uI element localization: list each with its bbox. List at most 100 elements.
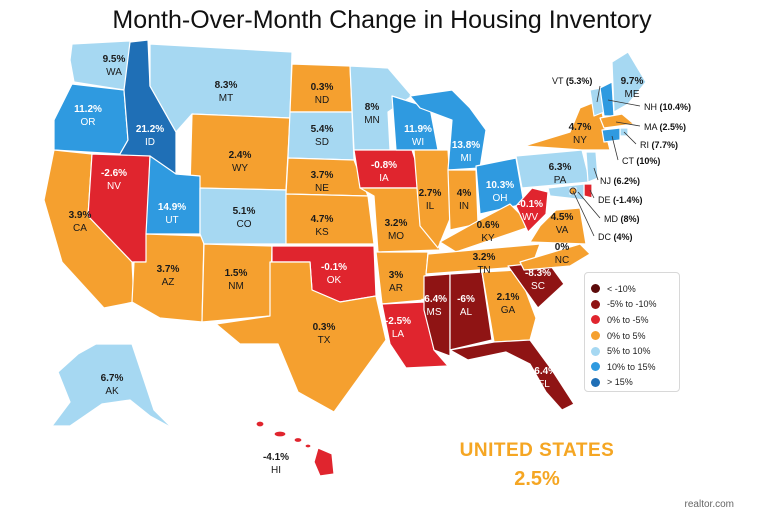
state-va [529, 207, 587, 245]
state-value-mn: 8% [365, 102, 380, 113]
callout-dc: DC (4%) [598, 232, 633, 242]
callout-abbr-ct: CT [622, 156, 636, 166]
state-abbr-co: CO [237, 219, 252, 230]
state-abbr-ca: CA [73, 223, 87, 234]
state-value-nc: 0% [555, 242, 570, 253]
legend-swatch [591, 331, 600, 341]
state-value-az: 3.7% [157, 264, 180, 275]
state-value-nm: 1.5% [225, 268, 248, 279]
state-value-ms: -6.4% [421, 294, 447, 305]
state-nc [519, 243, 591, 271]
state-il [413, 149, 453, 249]
state-abbr-oh: OH [493, 193, 508, 204]
state-value-fl: -6.4% [531, 366, 557, 377]
state-abbr-mi: MI [460, 153, 471, 164]
us-total: UNITED STATES 2.5% [452, 440, 622, 491]
state-abbr-il: IL [426, 201, 435, 212]
state-abbr-id: ID [145, 137, 155, 148]
state-abbr-wi: WI [412, 137, 424, 148]
state-abbr-nc: NC [555, 255, 569, 266]
state-value-tx: 0.3% [313, 322, 336, 333]
callout-abbr-md: MD [604, 214, 621, 224]
callout-value-vt: (5.3%) [566, 76, 593, 86]
callout-abbr-vt: VT [552, 76, 566, 86]
state-abbr-tx: TX [318, 335, 331, 346]
state-abbr-ia: IA [379, 173, 389, 184]
state-value-me: 9.7% [621, 76, 644, 87]
state-value-ut: 14.9% [158, 202, 186, 213]
map-title: Month-Over-Month Change in Housing Inven… [112, 6, 652, 34]
state-abbr-al: AL [460, 307, 473, 318]
state-value-hi: -4.1% [263, 452, 289, 463]
state-value-ga: 2.1% [497, 292, 520, 303]
legend-item: 0% to 5% [591, 328, 673, 344]
us-total-value: 2.5% [514, 468, 560, 490]
state-sd [287, 111, 355, 161]
callout-value-ct: (10%) [636, 156, 660, 166]
state-value-co: 5.1% [233, 206, 256, 217]
state-ks [285, 193, 375, 245]
state-abbr-mo: MO [388, 231, 404, 242]
legend-label: < -10% [607, 283, 636, 294]
legend-item: 10% to 15% [591, 359, 673, 375]
callout-abbr-dc: DC [598, 232, 614, 242]
callout-value-nh: (10.4%) [660, 102, 692, 112]
state-abbr-ky: KY [481, 233, 495, 244]
state-abbr-ut: UT [165, 215, 178, 226]
state-tx [215, 261, 387, 413]
state-value-ak: 6.7% [101, 373, 124, 384]
us-total-label: UNITED STATES [459, 440, 615, 461]
state-abbr-or: OR [81, 117, 96, 128]
state-value-sc: -8.3% [525, 268, 551, 279]
state-abbr-ne: NE [315, 183, 329, 194]
callout-vt: VT (5.3%) [552, 76, 592, 86]
legend: < -10% -5% to -10% 0% to -5% 0% to 5% 5% to … [584, 272, 680, 392]
state-abbr-me: ME [625, 89, 640, 100]
state-nj [585, 151, 599, 183]
state-value-ca: 3.9% [69, 210, 92, 221]
state-ma [599, 113, 635, 129]
callout-value-ma: (2.5%) [660, 122, 687, 132]
state-abbr-ar: AR [389, 283, 403, 294]
state-abbr-nm: NM [228, 281, 244, 292]
legend-label: 5% to 10% [607, 346, 651, 357]
state-value-ne: 3.7% [311, 170, 334, 181]
state-value-ia: -0.8% [371, 160, 397, 171]
state-value-sd: 5.4% [311, 124, 334, 135]
state-value-oh: 10.3% [486, 180, 514, 191]
state-abbr-in: IN [459, 201, 469, 212]
state-ct [601, 127, 621, 143]
legend-label: 0% to -5% [607, 314, 649, 325]
legend-label: > 15% [607, 377, 633, 388]
legend-swatch [591, 299, 600, 309]
callout-leaders [572, 85, 641, 237]
legend-swatch [591, 284, 600, 294]
callout-abbr-nh: NH [644, 102, 660, 112]
state-value-or: 11.2% [74, 104, 102, 115]
dc-marker [569, 187, 577, 195]
state-abbr-tn: TN [477, 265, 490, 276]
state-abbr-wv: WV [522, 212, 538, 223]
legend-swatch [591, 346, 600, 356]
callout-abbr-ma: MA [644, 122, 660, 132]
state-abbr-mn: MN [364, 115, 380, 126]
state-value-wy: 2.4% [229, 150, 252, 161]
state-value-nv: -2.6% [101, 168, 127, 179]
state-value-wv: -0.1% [517, 199, 543, 210]
state-pa [515, 149, 591, 189]
state-abbr-sd: SD [315, 137, 329, 148]
callout-ma: MA (2.5%) [644, 122, 686, 132]
legend-item: 0% to -5% [591, 312, 673, 328]
state-value-mi: 13.8% [452, 140, 480, 151]
state-abbr-la: LA [392, 329, 405, 340]
legend-item: -5% to -10% [591, 297, 673, 313]
callout-ri: RI (7.7%) [640, 140, 678, 150]
state-abbr-nv: NV [107, 181, 121, 192]
state-abbr-hi: HI [271, 465, 281, 476]
legend-label: 10% to 15% [607, 361, 656, 372]
state-abbr-sc: SC [531, 281, 545, 292]
state-value-mt: 8.3% [215, 80, 238, 91]
state-abbr-va: VA [556, 225, 569, 236]
state-value-ar: 3% [389, 270, 404, 281]
state-value-mo: 3.2% [385, 218, 408, 229]
